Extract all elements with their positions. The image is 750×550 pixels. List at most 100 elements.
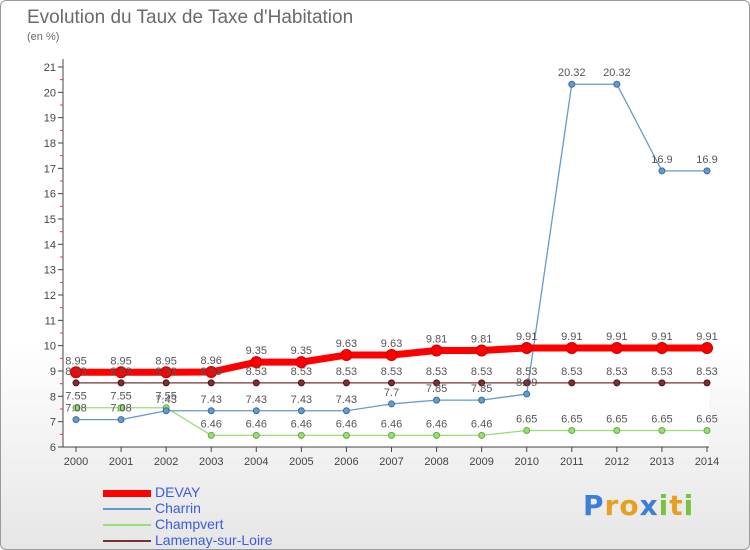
data-label-3: 8.53	[561, 366, 582, 378]
x-tick-label: 2004	[244, 456, 268, 468]
data-label-3: 8.53	[696, 366, 717, 378]
data-label-1: 7.43	[336, 394, 357, 406]
data-point-1	[658, 167, 666, 175]
x-tick-label: 2014	[695, 456, 719, 468]
data-point-1	[613, 80, 621, 88]
logo-letter: i	[683, 489, 695, 522]
data-point-2	[207, 431, 215, 439]
y-tick-label: 6	[50, 442, 56, 454]
logo-letter: P	[583, 489, 605, 522]
data-point-2	[72, 404, 80, 412]
y-tick-label: 21	[44, 62, 56, 74]
y-tick-label: 15	[44, 214, 56, 226]
data-label-3: 8.53	[246, 366, 267, 378]
data-label-2: 6.65	[696, 414, 717, 426]
legend-swatch-champvert	[103, 524, 151, 526]
data-point-0	[205, 366, 218, 379]
y-tick-label: 11	[45, 315, 56, 327]
data-label-0: 8.95	[155, 355, 176, 367]
chart-title: Evolution du Taux de Taxe d'Habitation	[27, 7, 354, 28]
x-tick-label: 2000	[64, 456, 88, 468]
data-point-3	[388, 379, 395, 387]
data-label-3: 8.53	[381, 366, 402, 378]
data-label-3: 8.53	[291, 366, 312, 378]
data-label-2: 7.55	[65, 391, 86, 403]
data-point-2	[297, 431, 305, 439]
data-point-0	[340, 349, 353, 362]
data-label-3: 8.53	[155, 366, 176, 378]
data-label-0: 9.91	[651, 331, 672, 343]
y-tick-label: 16	[44, 189, 56, 201]
x-tick-label: 2006	[334, 456, 358, 468]
data-point-1	[523, 390, 531, 398]
data-point-0	[655, 341, 668, 354]
data-label-1: 20.32	[603, 67, 631, 79]
y-tick-label: 9	[50, 366, 56, 378]
data-label-1: 7.7	[384, 387, 399, 399]
data-point-1	[297, 407, 305, 415]
x-tick-label: 2013	[650, 456, 674, 468]
data-point-0	[430, 344, 443, 357]
y-tick-label: 10	[44, 341, 56, 353]
y-tick-label: 12	[44, 290, 56, 302]
data-label-0: 9.63	[336, 338, 357, 350]
data-label-2: 6.46	[291, 418, 312, 430]
x-tick-label: 2011	[560, 456, 584, 468]
data-point-3	[703, 379, 711, 387]
data-label-2: 6.65	[651, 414, 672, 426]
data-point-0	[520, 341, 533, 354]
data-point-3	[478, 379, 486, 387]
data-point-1	[252, 407, 260, 415]
data-label-0: 8.95	[110, 355, 131, 367]
legend-label-lamenay: Lamenay-sur-Loire	[155, 532, 273, 548]
legend-label-charrin: Charrin	[155, 500, 201, 516]
data-point-0	[475, 344, 488, 357]
x-tick-label: 2003	[199, 456, 223, 468]
data-point-1	[162, 407, 170, 415]
data-label-3: 8.53	[516, 366, 537, 378]
data-point-0	[610, 341, 623, 354]
data-label-1: 16.9	[696, 154, 717, 166]
data-label-0: 9.81	[426, 333, 447, 345]
chart-subtitle: (en %)	[27, 31, 60, 43]
data-label-0: 9.91	[561, 331, 582, 343]
data-label-2: 6.65	[516, 414, 537, 426]
data-label-2: 7.55	[155, 391, 176, 403]
data-point-2	[613, 427, 621, 435]
data-point-1	[568, 80, 576, 88]
data-label-3: 8.53	[110, 366, 131, 378]
data-label-0: 9.35	[246, 345, 267, 357]
data-point-2	[478, 431, 486, 439]
data-point-3	[117, 379, 125, 387]
x-tick-label: 2009	[469, 456, 493, 468]
logo-letter: t	[669, 489, 684, 522]
data-point-3	[433, 379, 441, 387]
legend-label-devay: DEVAY	[155, 484, 201, 500]
data-point-2	[117, 404, 125, 412]
y-tick-label: 7	[50, 417, 56, 429]
x-tick-label: 2005	[289, 456, 313, 468]
data-label-1: 20.32	[558, 67, 586, 79]
data-point-0	[701, 341, 713, 354]
x-tick-label: 2008	[424, 456, 448, 468]
y-tick-label: 19	[44, 113, 56, 125]
data-point-3	[252, 379, 260, 387]
data-point-0	[385, 349, 398, 362]
data-point-1	[117, 416, 125, 424]
data-label-1: 7.43	[155, 394, 176, 406]
data-point-2	[252, 431, 260, 439]
data-label-2: 7.55	[110, 391, 131, 403]
y-tick-label: 17	[44, 163, 56, 175]
data-label-1: 7.08	[65, 403, 86, 415]
data-label-1: 7.85	[471, 383, 492, 395]
x-tick-label: 2002	[154, 456, 178, 468]
x-tick-label: 2001	[109, 456, 133, 468]
data-point-3	[613, 379, 621, 387]
data-label-2: 6.46	[381, 418, 402, 430]
data-label-2: 6.46	[201, 418, 222, 430]
data-label-1: 8.09	[516, 377, 537, 389]
y-tick-label: 18	[44, 138, 56, 150]
data-point-1	[478, 396, 486, 404]
data-point-2	[433, 431, 441, 439]
data-point-2	[658, 427, 666, 435]
